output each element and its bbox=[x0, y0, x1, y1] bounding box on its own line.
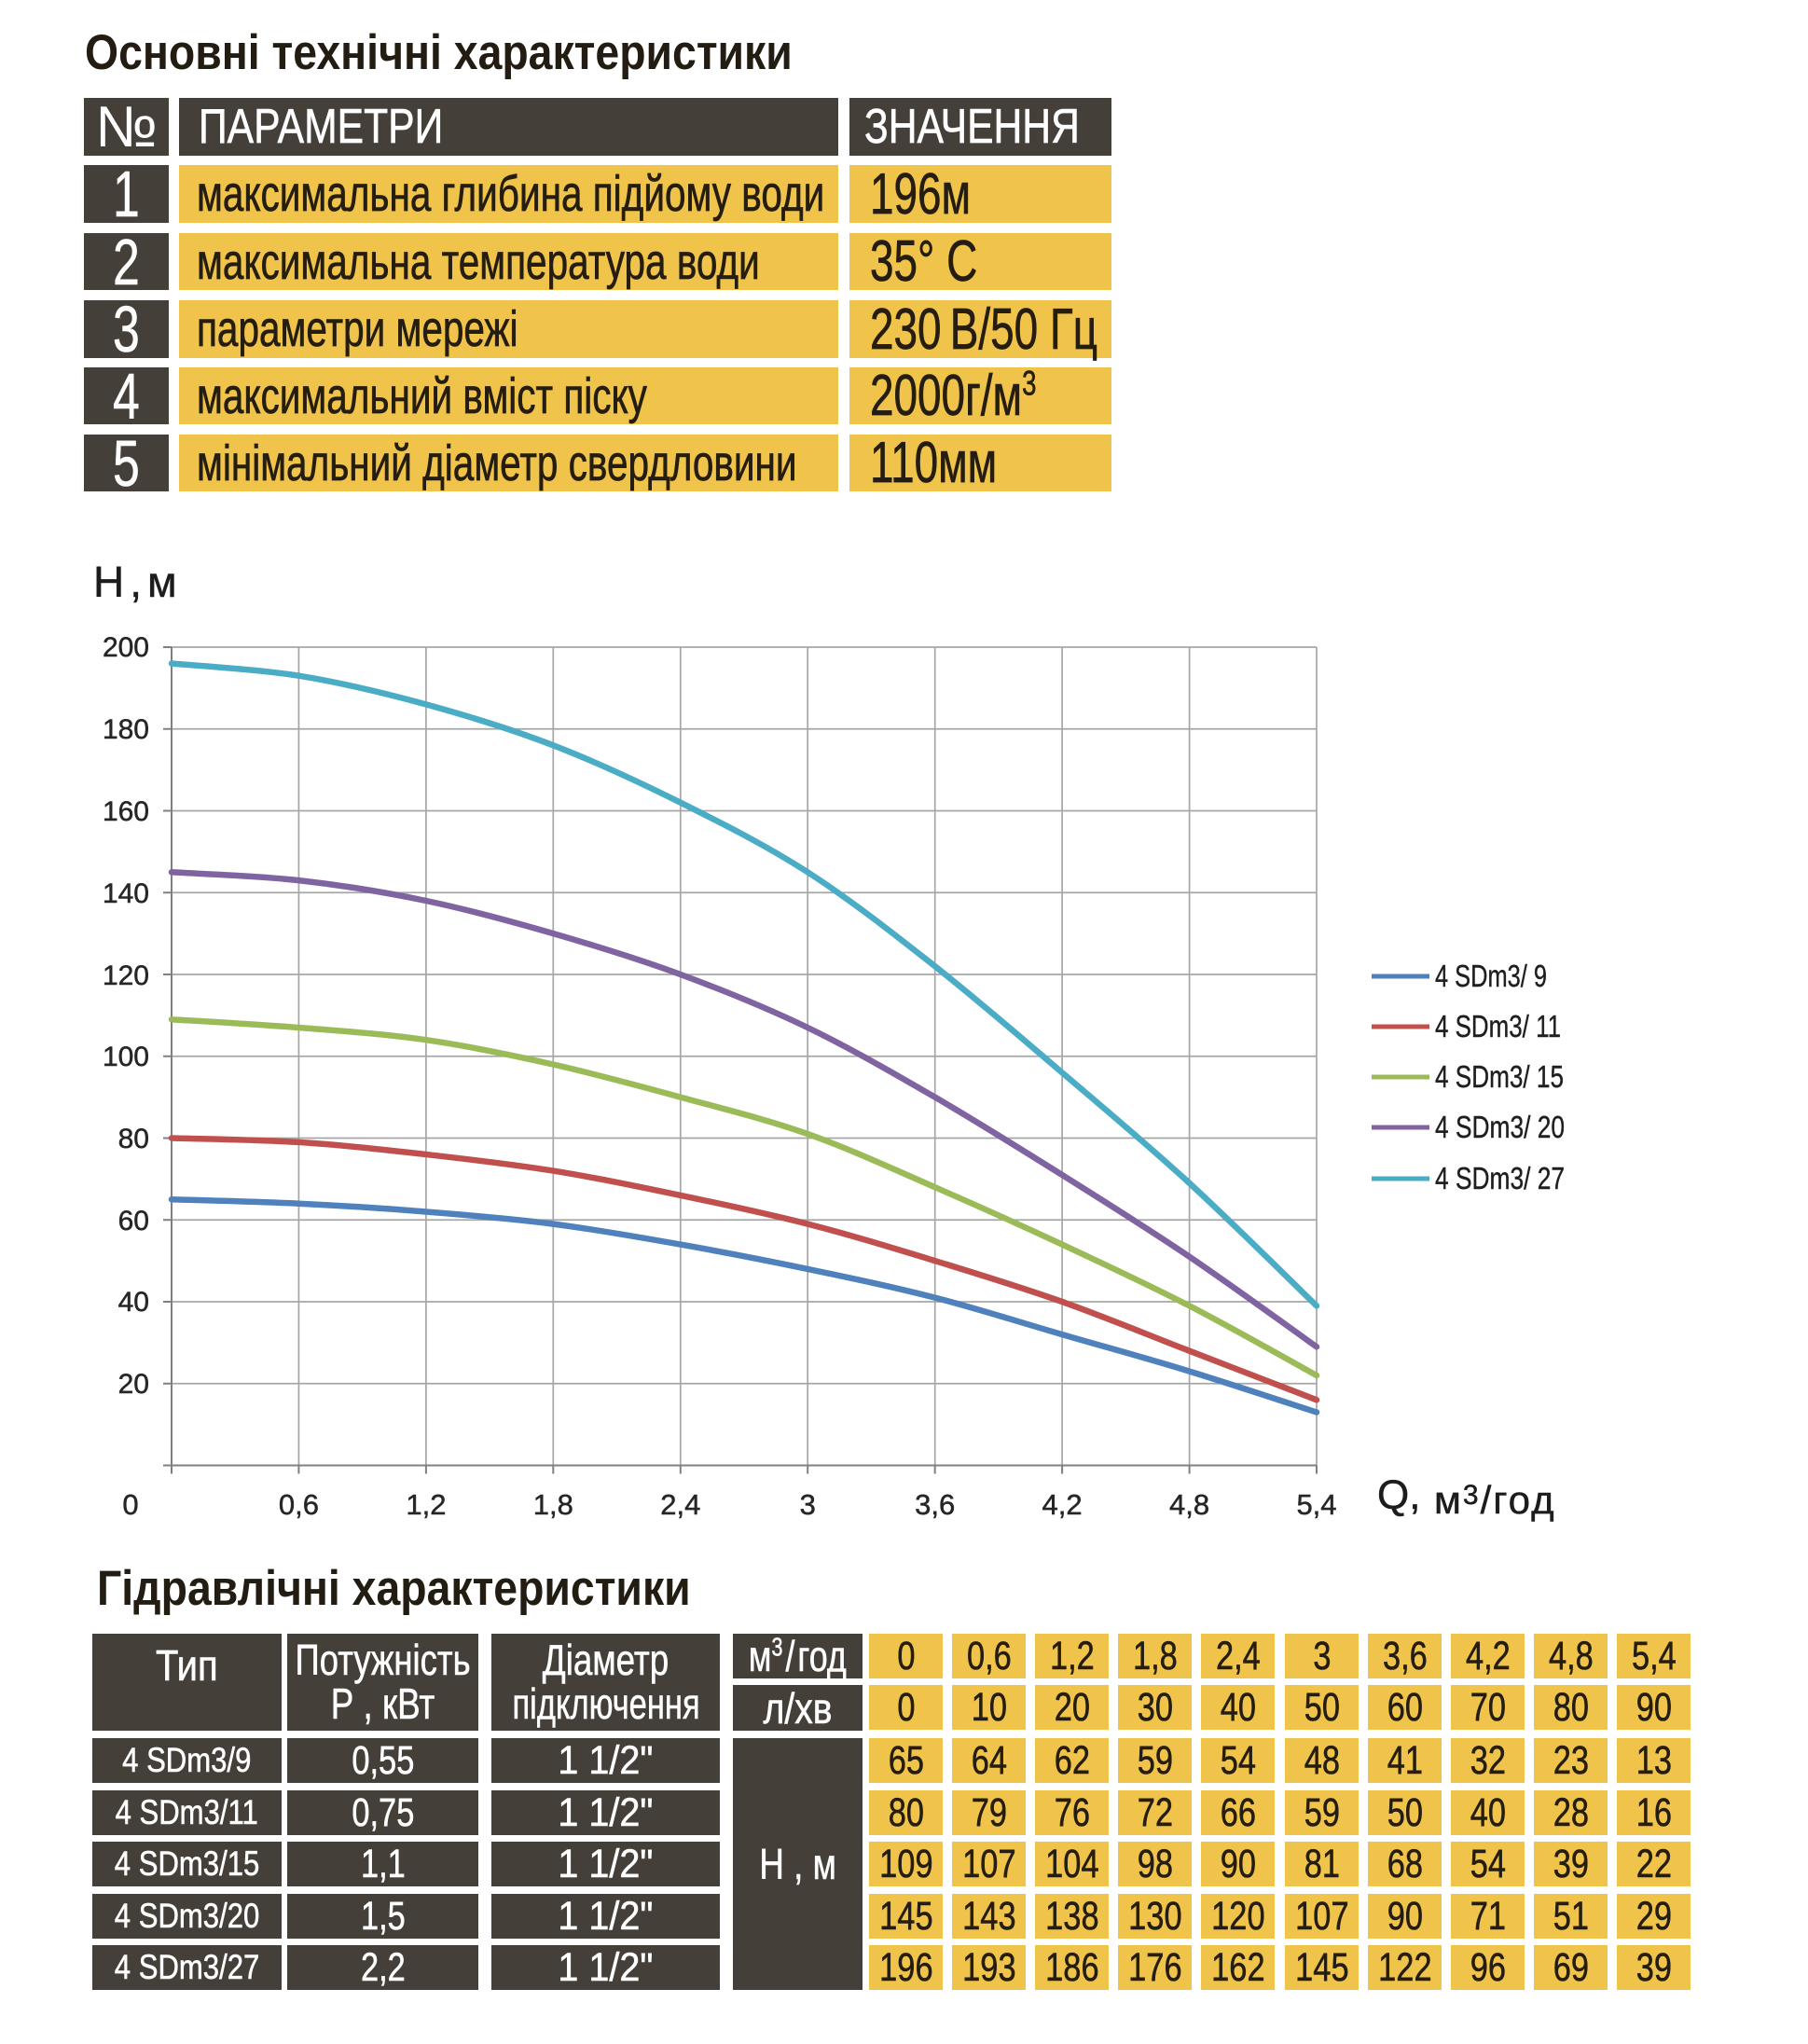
svg-text:0,6: 0,6 bbox=[279, 1488, 319, 1521]
svg-text:3: 3 bbox=[800, 1488, 816, 1521]
svg-text:80: 80 bbox=[118, 1124, 149, 1154]
svg-text:200: 200 bbox=[103, 632, 149, 663]
svg-text:3,6: 3,6 bbox=[915, 1488, 955, 1521]
svg-text:4,2: 4,2 bbox=[1042, 1488, 1083, 1521]
svg-text:Н,м: Н,м bbox=[93, 558, 183, 606]
svg-text:20: 20 bbox=[118, 1369, 149, 1400]
svg-text:4 SDm3/ 11: 4 SDm3/ 11 bbox=[1435, 1009, 1561, 1043]
svg-text:4 SDm3/ 27: 4 SDm3/ 27 bbox=[1435, 1161, 1565, 1195]
svg-text:100: 100 bbox=[103, 1042, 149, 1072]
svg-text:м3/год: м3/год bbox=[1434, 1478, 1556, 1522]
svg-text:0: 0 bbox=[122, 1488, 138, 1521]
svg-text:4 SDm3/ 9: 4 SDm3/ 9 bbox=[1435, 959, 1547, 993]
svg-text:1,8: 1,8 bbox=[533, 1488, 573, 1521]
svg-text:120: 120 bbox=[103, 960, 149, 991]
svg-text:160: 160 bbox=[103, 796, 149, 827]
svg-text:2,4: 2,4 bbox=[660, 1488, 700, 1521]
svg-text:1,2: 1,2 bbox=[406, 1488, 446, 1521]
svg-text:4 SDm3/ 15: 4 SDm3/ 15 bbox=[1435, 1059, 1564, 1094]
svg-text:180: 180 bbox=[103, 714, 149, 745]
svg-text:5,4: 5,4 bbox=[1296, 1488, 1336, 1521]
svg-text:140: 140 bbox=[103, 878, 149, 909]
svg-text:4,8: 4,8 bbox=[1169, 1488, 1209, 1521]
svg-text:4 SDm3/ 20: 4 SDm3/ 20 bbox=[1435, 1110, 1565, 1144]
svg-text:40: 40 bbox=[118, 1287, 149, 1318]
svg-text:60: 60 bbox=[118, 1206, 149, 1236]
svg-text:Q,: Q, bbox=[1377, 1472, 1420, 1518]
